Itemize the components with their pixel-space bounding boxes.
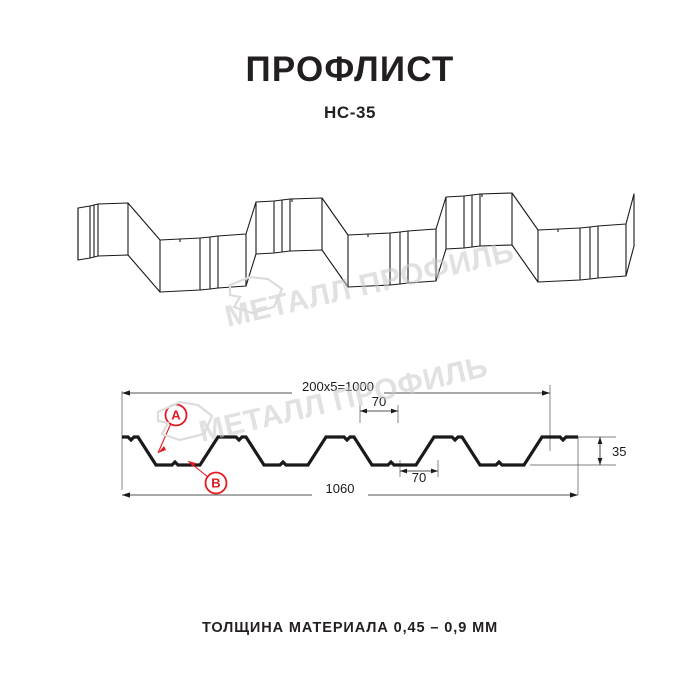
dimension-profile-height-label: 35 bbox=[612, 444, 626, 459]
callout-a-label: A bbox=[171, 408, 181, 423]
dimension-valley-bottom-label: 70 bbox=[412, 470, 426, 485]
page-header: ПРОФЛИСТ НС-35 bbox=[0, 50, 700, 123]
cross-section-view: 200x5=1000 70 70 35 bbox=[60, 355, 660, 520]
profile-section-path bbox=[122, 435, 578, 467]
dimension-working-width-label: 200x5=1000 bbox=[302, 379, 374, 394]
dimension-working-width: 200x5=1000 bbox=[122, 379, 550, 396]
page-title: ПРОФЛИСТ bbox=[245, 50, 455, 89]
dimension-overall-width: 1060 bbox=[122, 481, 578, 498]
extension-lines bbox=[121, 385, 616, 495]
dimension-valley-bottom: 70 bbox=[400, 468, 438, 485]
product-model-subtitle: НС-35 bbox=[323, 102, 377, 122]
corrugated-sheet-3d bbox=[77, 192, 635, 293]
dimension-crest-top: 70 bbox=[360, 394, 398, 414]
dimension-overall-width-label: 1060 bbox=[326, 481, 355, 496]
material-thickness-note: ТОЛЩИНА МАТЕРИАЛА 0,45 – 0,9 ММ bbox=[201, 620, 499, 636]
callout-b-label: B bbox=[211, 476, 220, 491]
callout-a: A bbox=[157, 403, 188, 454]
page-footer: ТОЛЩИНА МАТЕРИАЛА 0,45 – 0,9 ММ bbox=[0, 620, 700, 636]
perspective-drawing-svg bbox=[77, 192, 635, 293]
perspective-view bbox=[60, 178, 640, 313]
dimension-crest-top-label: 70 bbox=[372, 394, 386, 409]
cross-section-drawing-svg: 200x5=1000 70 70 35 bbox=[121, 379, 626, 498]
dimension-profile-height: 35 bbox=[597, 437, 626, 465]
callout-b: B bbox=[187, 460, 228, 495]
